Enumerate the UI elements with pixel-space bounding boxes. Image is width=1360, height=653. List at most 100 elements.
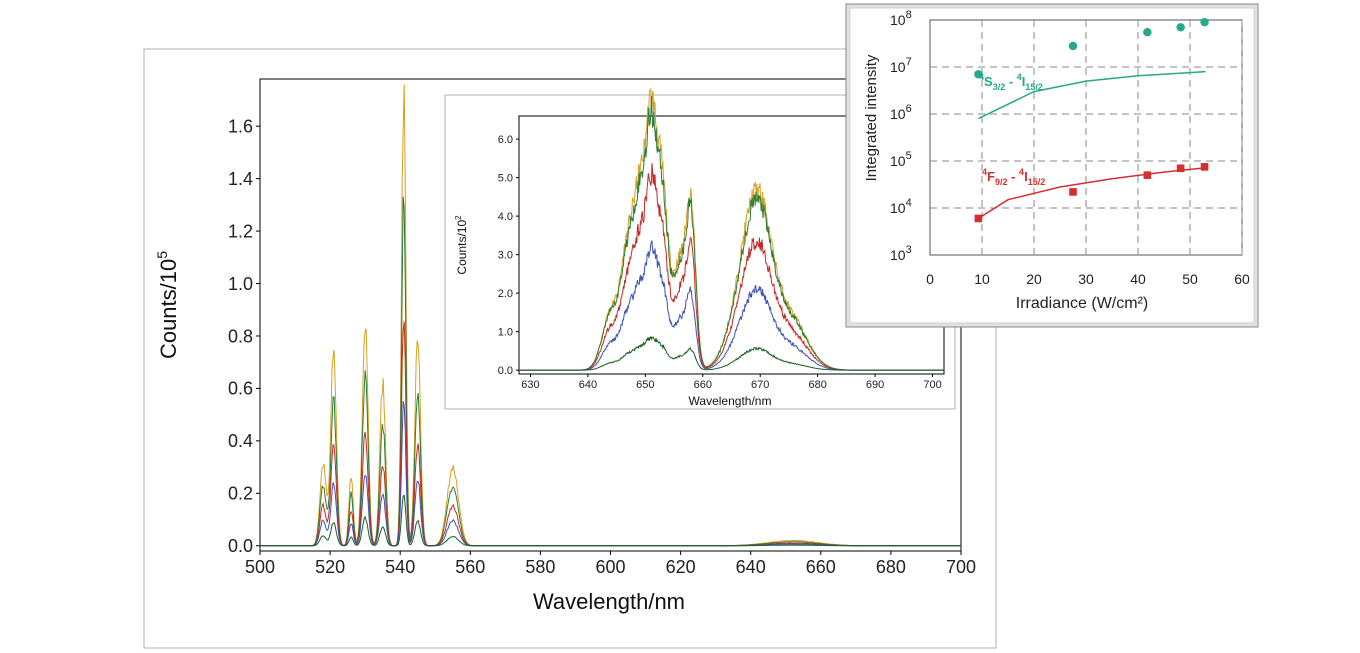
x-tick-label: 660 bbox=[806, 557, 836, 577]
fit-line-1 bbox=[977, 166, 1206, 220]
main-y-ticks: 0.0 0.2 0.4 0.6 0.8 1.0 1.2 1.4 1.6 bbox=[228, 117, 260, 556]
x-tick-label: 0 bbox=[926, 271, 934, 287]
y-tick-label: 2.0 bbox=[498, 288, 513, 300]
y-tick-exp: 6 bbox=[906, 103, 912, 115]
y-tick-label: 0.0 bbox=[498, 365, 513, 377]
y-tick-label: 1.6 bbox=[228, 117, 253, 137]
fit-line-0 bbox=[978, 70, 1206, 120]
y-tick-label: 6.0 bbox=[498, 134, 513, 146]
green-label-state1: S bbox=[984, 74, 993, 89]
y-tick-label: 0.4 bbox=[228, 431, 253, 451]
red-inset-y-axis-title: Counts/102 bbox=[454, 215, 469, 275]
y-tick-label: 5.0 bbox=[498, 172, 513, 184]
red-transition-label: 4F9/2 - 4I15/2 bbox=[982, 167, 1045, 187]
x-tick-label: 540 bbox=[385, 557, 415, 577]
x-tick-label: 680 bbox=[876, 557, 906, 577]
green-label-state2: I bbox=[1022, 74, 1026, 89]
y-tick-base: 10 bbox=[890, 106, 906, 122]
red-inset-x-ticks: 630 640 650 660 670 680 690 700 bbox=[521, 374, 942, 391]
x-tick-label: 60 bbox=[1234, 271, 1250, 287]
x-tick-label: 30 bbox=[1078, 271, 1094, 287]
x-tick-label: 500 bbox=[245, 557, 275, 577]
power-inset-grid bbox=[930, 20, 1243, 255]
x-tick-label: 580 bbox=[525, 557, 555, 577]
y-tick-label: 3.0 bbox=[498, 249, 513, 261]
data-point bbox=[974, 70, 983, 79]
red-inset-y-ticks: 0.0 1.0 2.0 3.0 4.0 5.0 6.0 bbox=[498, 134, 519, 377]
y-tick-label: 108 bbox=[890, 9, 912, 28]
y-tick-label: 0.6 bbox=[228, 379, 253, 399]
y-tick-label: 0.0 bbox=[228, 536, 253, 556]
data-point bbox=[1200, 163, 1209, 171]
x-tick-label: 10 bbox=[974, 271, 990, 287]
y-tick-label: 1.0 bbox=[498, 326, 513, 338]
red-inset-series-group bbox=[519, 87, 944, 371]
data-point bbox=[974, 214, 983, 223]
x-tick-label: 630 bbox=[521, 379, 539, 391]
spectrum-series-4 bbox=[519, 335, 944, 371]
main-y-axis-title: Counts/105 bbox=[154, 251, 181, 359]
red-label-sep: - bbox=[1007, 169, 1019, 184]
x-tick-label: 20 bbox=[1026, 271, 1042, 287]
y-tick-base: 10 bbox=[890, 59, 906, 75]
power-inset-x-ticks: 0 10 20 30 40 50 60 bbox=[926, 271, 1250, 287]
red-label-sub1: 9/2 bbox=[995, 177, 1008, 187]
red-label-sub2: 15/2 bbox=[1028, 177, 1046, 187]
y-tick-label: 104 bbox=[890, 197, 912, 216]
y-tick-label: 105 bbox=[890, 150, 912, 169]
y-tick-label: 106 bbox=[890, 103, 912, 122]
red-inset-x-axis-title: Wavelength/nm bbox=[689, 394, 772, 408]
x-tick-label: 40 bbox=[1130, 271, 1146, 287]
data-point bbox=[1200, 17, 1209, 27]
data-point bbox=[1176, 23, 1185, 32]
x-tick-label: 600 bbox=[595, 557, 625, 577]
red-inset-y-axis-title-base: Counts/10 bbox=[455, 220, 469, 275]
y-tick-label: 1.4 bbox=[228, 169, 253, 189]
power-inset-fit-lines bbox=[977, 70, 1206, 220]
green-transition-label: 4S3/2 - 4I15/2 bbox=[979, 72, 1043, 92]
main-y-axis-title-base: Counts/10 bbox=[156, 259, 181, 359]
green-label-sub2: 15/2 bbox=[1025, 82, 1043, 92]
x-tick-label: 650 bbox=[636, 379, 654, 391]
main-series-group bbox=[260, 84, 961, 547]
main-x-axis-title: Wavelength/nm bbox=[533, 589, 685, 614]
data-point bbox=[1143, 28, 1152, 37]
y-tick-base: 10 bbox=[890, 247, 906, 263]
data-point bbox=[1143, 171, 1152, 179]
data-point bbox=[1068, 41, 1078, 51]
y-tick-base: 10 bbox=[890, 12, 906, 28]
data-point bbox=[1069, 188, 1077, 196]
power-inset-y-axis-title: Integrated intensity bbox=[863, 54, 880, 181]
green-label-sup1: 4 bbox=[979, 72, 984, 82]
y-tick-label: 0.2 bbox=[228, 484, 253, 504]
y-tick-exp: 8 bbox=[906, 9, 912, 21]
power-inset-x-axis-title: Irradiance (W/cm²) bbox=[1016, 295, 1148, 312]
main-y-axis-title-exp: 5 bbox=[154, 251, 170, 259]
y-tick-exp: 5 bbox=[906, 150, 912, 162]
y-tick-base: 10 bbox=[890, 153, 906, 169]
red-label-sup1: 4 bbox=[982, 167, 987, 177]
x-tick-label: 640 bbox=[579, 379, 597, 391]
red-label-sup2: 4 bbox=[1019, 167, 1024, 177]
x-tick-label: 560 bbox=[455, 557, 485, 577]
y-tick-label: 103 bbox=[890, 244, 912, 263]
y-tick-exp: 4 bbox=[906, 197, 912, 209]
red-label-state1: F bbox=[987, 169, 995, 184]
red-inset-y-axis-title-exp: 2 bbox=[454, 215, 463, 220]
y-tick-exp: 7 bbox=[906, 56, 912, 68]
spectrum-series-4 bbox=[260, 494, 961, 547]
x-tick-label: 640 bbox=[736, 557, 766, 577]
data-point bbox=[1176, 164, 1185, 173]
main-x-ticks: 500 520 540 560 580 600 620 640 660 680 700 bbox=[245, 551, 976, 577]
power-inset-markers bbox=[974, 17, 1209, 223]
power-inset-panel bbox=[849, 7, 1255, 324]
red-label-state2: I bbox=[1024, 169, 1028, 184]
y-tick-label: 1.0 bbox=[228, 274, 253, 294]
x-tick-label: 680 bbox=[808, 379, 826, 391]
green-label-sup2: 4 bbox=[1017, 72, 1022, 82]
y-tick-label: 1.2 bbox=[228, 221, 253, 241]
y-tick-base: 10 bbox=[890, 200, 906, 216]
x-tick-label: 700 bbox=[923, 379, 941, 391]
